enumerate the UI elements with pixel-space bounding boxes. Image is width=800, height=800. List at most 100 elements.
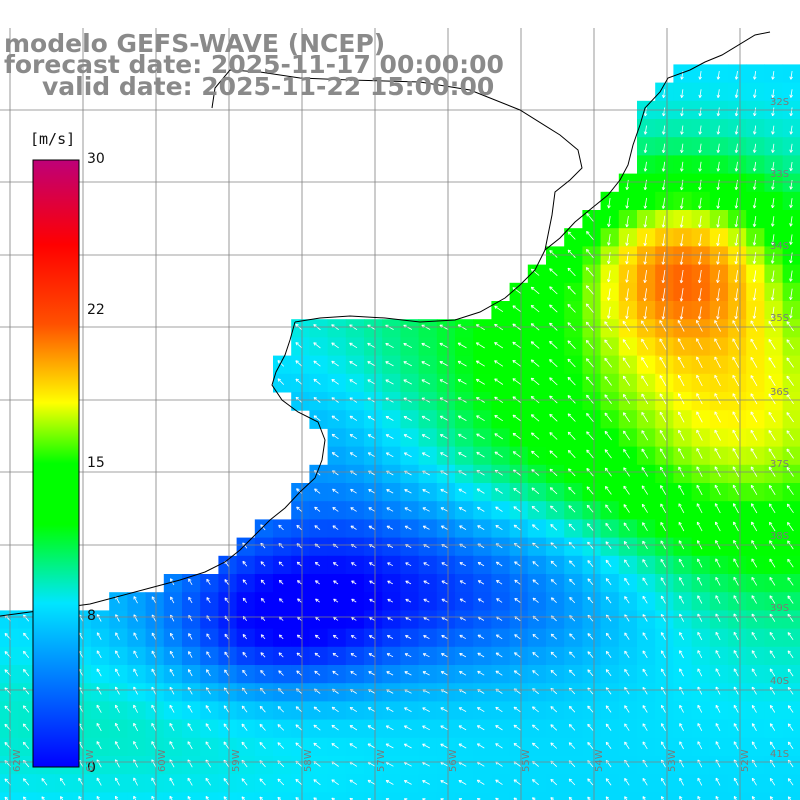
wind-arrow-icon [661,723,666,731]
lon-label: 62W [12,749,23,772]
lon-label: 56W [448,749,459,772]
wind-arrow-icon [787,522,794,532]
wind-arrow-icon [403,743,412,749]
wind-arrow-icon [242,579,248,585]
wind-arrow-icon [423,598,430,603]
wind-arrow-icon [259,796,264,800]
wind-cell [782,756,800,775]
wind-cell [182,792,201,800]
wind-arrow-icon [495,743,503,749]
wind-arrow-icon [771,161,775,172]
wind-arrow-icon [441,598,448,603]
wind-arrow-icon [368,525,375,530]
wind-arrow-icon [661,215,666,228]
wind-arrow-icon [769,632,776,641]
wind-arrow-icon [643,306,647,320]
wind-arrow-icon [734,270,738,283]
wind-arrow-icon [169,741,175,750]
wind-arrow-icon [586,358,594,368]
wind-arrow-icon [660,485,667,495]
wind-arrow-icon [349,361,358,367]
wind-arrow-icon [349,379,358,385]
wind-arrow-icon [641,338,649,350]
wind-arrow-icon [661,197,666,209]
wind-arrow-icon [567,376,576,386]
wind-arrow-icon [495,706,503,713]
wind-arrow-icon [679,288,684,302]
wind-arrow-icon [457,379,467,385]
wind-arrow-icon [659,356,667,368]
wind-arrow-icon [643,125,648,135]
wind-arrow-icon [605,614,612,622]
wind-arrow-icon [643,161,648,172]
wind-arrow-icon [367,725,376,731]
wind-arrow-icon [41,778,48,786]
wind-arrow-icon [641,448,649,459]
wind-arrow-icon [458,433,467,440]
wind-arrow-icon [679,686,684,695]
wind-cell [546,792,565,800]
wind-arrow-icon [568,523,576,531]
wind-cell [746,792,765,800]
wind-arrow-icon [751,741,757,750]
wind-arrow-icon [567,413,576,422]
wind-arrow-icon [587,560,594,567]
wind-arrow-icon [624,577,630,586]
wind-arrow-icon [733,595,739,604]
wind-arrow-icon [403,434,412,439]
wind-arrow-icon [476,415,485,422]
wind-arrow-icon [549,413,558,422]
wind-arrow-icon [187,777,193,786]
wind-arrow-icon [734,288,738,301]
wind-cell [291,792,310,800]
wind-arrow-icon [769,650,776,659]
wind-arrow-icon [714,411,721,423]
wind-arrow-icon [732,374,740,387]
wind-arrow-icon [278,561,284,567]
wind-arrow-icon [331,433,339,440]
wind-arrow-icon [696,411,703,423]
wind-arrow-icon [569,633,576,640]
wind-arrow-icon [789,234,793,245]
wind-arrow-icon [187,669,193,677]
lat-label: 35S [770,313,790,324]
wind-arrow-icon [751,595,757,604]
wind-cell [345,792,365,800]
wind-arrow-icon [23,669,30,677]
wind-arrow-icon [458,488,467,494]
wind-arrow-icon [587,778,594,786]
wind-arrow-icon [439,361,449,367]
wind-arrow-icon [679,704,684,713]
wind-arrow-icon [604,321,613,332]
wind-arrow-icon [770,234,775,246]
wind-arrow-icon [512,451,522,458]
wind-arrow-icon [151,650,157,658]
wind-arrow-icon [350,635,357,639]
wind-arrow-icon [405,617,412,621]
wind-arrow-icon [751,558,758,568]
wind-arrow-icon [715,741,721,750]
wind-arrow-icon [405,580,412,585]
wind-arrow-icon [295,378,303,385]
wind-arrow-icon [715,668,721,677]
wind-arrow-icon [698,89,702,98]
title-forecast-date: forecast date: 2025-11-17 00:00:00 [4,50,504,79]
wind-arrow-icon [423,617,430,621]
wind-arrow-icon [734,215,739,228]
wind-arrow-icon [587,578,594,586]
wind-arrow-icon [458,780,467,785]
wind-arrow-icon [716,71,721,80]
wind-cell [782,646,800,666]
wind-arrow-icon [440,452,449,458]
wind-arrow-icon [698,161,702,172]
wind-arrow-icon [494,342,504,349]
wind-cell [782,555,800,575]
wind-arrow-icon [714,429,721,441]
wind-arrow-icon [369,617,375,621]
wind-arrow-icon [661,179,666,191]
wind-cell [527,792,547,800]
wind-cell [709,792,729,800]
wind-cell [36,792,56,800]
wind-arrow-icon [532,524,539,531]
